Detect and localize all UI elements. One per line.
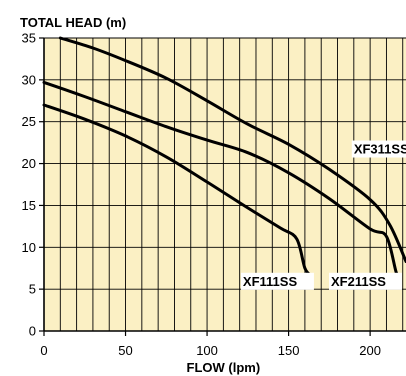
series-labels: XF311SS XF111SS XF211SS xyxy=(240,140,406,290)
series-line-xf211ss xyxy=(42,80,401,278)
y-tick-label: 10 xyxy=(22,240,36,255)
x-tick-label: 100 xyxy=(196,343,218,358)
series-label-background xyxy=(240,272,314,290)
x-tick-label: 200 xyxy=(359,343,381,358)
series-line-xf111ss xyxy=(42,103,313,278)
series-label-background xyxy=(328,272,402,290)
y-tick-label: 30 xyxy=(22,72,36,87)
y-tick-label: 20 xyxy=(22,156,36,171)
series-label-xf111ss: XF111SS xyxy=(243,274,298,289)
x-tick-label: 0 xyxy=(40,343,47,358)
series-lines xyxy=(42,36,406,278)
y-tick-label: 25 xyxy=(22,114,36,129)
x-tick-label: 150 xyxy=(278,343,300,358)
series-label-xf211ss: XF211SS xyxy=(331,274,386,289)
y-tick-label: 35 xyxy=(22,31,36,46)
y-tick-label: 5 xyxy=(29,282,36,297)
series-label-xf311ss: XF311SS xyxy=(354,142,406,157)
y-tick-label: 15 xyxy=(22,198,36,213)
y-tick-label: 0 xyxy=(29,324,36,339)
x-axis-title: FLOW (lpm) xyxy=(187,360,261,375)
y-axis-title: TOTAL HEAD (m) xyxy=(20,15,126,30)
series-line-xf311ss xyxy=(58,36,406,263)
series-label-background xyxy=(351,140,406,158)
x-tick-label: 50 xyxy=(118,343,132,358)
axes: 0 5 10 15 20 25 30 35 0 50 100 150 200 xyxy=(22,31,406,358)
